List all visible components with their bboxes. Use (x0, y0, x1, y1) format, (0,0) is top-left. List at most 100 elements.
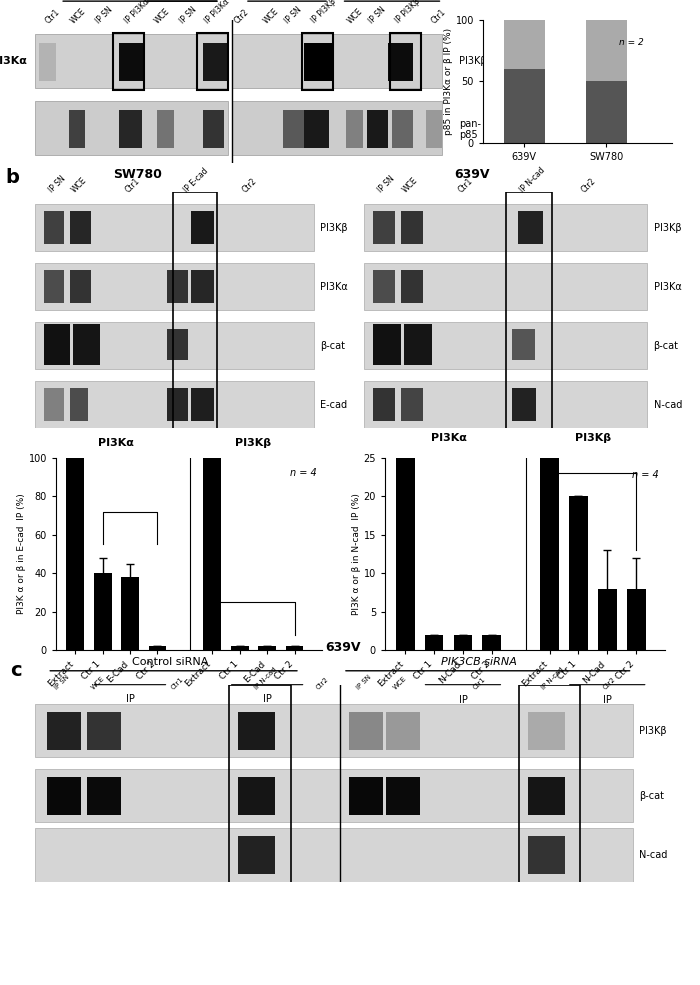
Text: IP E-cad: IP E-cad (182, 166, 210, 194)
Bar (121, 577, 139, 650)
Bar (286, 646, 304, 650)
Bar (48, 712, 81, 750)
Bar (88, 777, 121, 815)
Bar (70, 270, 91, 303)
Bar (598, 589, 617, 650)
Bar (44, 388, 64, 422)
Text: PIK3CB siRNA: PIK3CB siRNA (440, 657, 517, 667)
Text: PI3Kα: PI3Kα (99, 438, 134, 448)
Bar (304, 42, 333, 81)
Bar (44, 270, 64, 303)
Bar (203, 42, 228, 81)
Text: WCE: WCE (69, 7, 88, 26)
Bar (373, 324, 401, 364)
Bar (373, 211, 395, 244)
Bar (35, 322, 314, 369)
Bar (528, 836, 565, 874)
Bar (197, 33, 228, 90)
Bar (44, 211, 64, 244)
Text: IP SN: IP SN (283, 5, 303, 26)
Bar (528, 777, 565, 815)
Text: PI3Kβ: PI3Kβ (235, 438, 272, 448)
Bar (167, 388, 188, 422)
Text: 639V: 639V (326, 641, 360, 654)
Bar (364, 263, 648, 310)
Bar (39, 42, 56, 81)
Text: IP: IP (125, 694, 134, 704)
Text: WCE: WCE (401, 175, 420, 194)
Text: WCE: WCE (90, 675, 106, 690)
Text: n = 4: n = 4 (290, 468, 316, 478)
Text: IP PI3Kα: IP PI3Kα (203, 0, 231, 26)
Bar (364, 322, 648, 369)
Text: IP: IP (603, 694, 612, 704)
Text: Ctr2: Ctr2 (241, 176, 259, 194)
Text: PI3Kβ: PI3Kβ (654, 223, 681, 232)
Text: Ctr1: Ctr1 (430, 8, 448, 26)
Bar (148, 646, 167, 650)
Bar (113, 33, 144, 90)
Bar (35, 704, 633, 757)
Text: Ctr2: Ctr2 (580, 176, 598, 194)
Bar (232, 33, 442, 89)
Bar (283, 109, 304, 148)
Bar (173, 192, 217, 433)
Text: PI3Kα: PI3Kα (654, 282, 681, 292)
Text: E-cad: E-cad (320, 400, 347, 410)
Bar (482, 634, 501, 650)
Bar (302, 33, 333, 90)
Bar (238, 777, 275, 815)
Bar (48, 777, 81, 815)
Bar (367, 109, 388, 148)
Text: Ctr1: Ctr1 (171, 676, 186, 690)
Bar (74, 324, 99, 364)
Bar (157, 109, 174, 148)
Bar (35, 204, 314, 251)
Bar (404, 324, 432, 364)
Bar (454, 634, 473, 650)
Text: 639V: 639V (454, 167, 489, 181)
Bar (304, 109, 329, 148)
Text: n = 2: n = 2 (619, 38, 644, 47)
Bar (167, 329, 188, 360)
Bar (349, 777, 383, 815)
Text: Ctr2: Ctr2 (315, 676, 330, 690)
Bar (569, 496, 588, 650)
Bar (258, 646, 276, 650)
Bar (231, 646, 248, 650)
Text: WCE: WCE (70, 175, 89, 194)
Bar (364, 381, 648, 428)
Text: IP SN: IP SN (367, 5, 387, 26)
Bar (35, 263, 314, 310)
Bar (35, 33, 228, 89)
Text: Ctr1: Ctr1 (473, 676, 487, 690)
Bar (35, 828, 633, 882)
Bar (35, 101, 228, 156)
Bar (512, 388, 536, 422)
Bar (119, 42, 144, 81)
Bar (35, 381, 314, 428)
Bar (191, 270, 214, 303)
Text: PI3Kβ: PI3Kβ (320, 223, 348, 232)
Text: SW780: SW780 (113, 167, 162, 181)
Text: Control siRNA: Control siRNA (132, 657, 209, 667)
Text: IP N-cad: IP N-cad (540, 666, 565, 690)
Text: Ctr2: Ctr2 (232, 8, 251, 26)
Y-axis label: PI3K α or β in N-cad  IP (%): PI3K α or β in N-cad IP (%) (351, 493, 360, 615)
Bar (203, 109, 224, 148)
Bar (401, 388, 423, 422)
Bar (518, 211, 542, 244)
Bar (426, 109, 442, 148)
Text: PI3Kα: PI3Kα (430, 432, 466, 442)
Bar (94, 573, 111, 650)
Text: IP N-cad: IP N-cad (518, 165, 547, 194)
Text: IP SN: IP SN (356, 674, 372, 690)
Text: IP N-cad: IP N-cad (253, 666, 278, 690)
Bar (204, 458, 221, 650)
Bar (425, 634, 444, 650)
Text: WCE: WCE (153, 7, 172, 26)
Bar (346, 109, 363, 148)
Text: Ctr1: Ctr1 (123, 176, 141, 194)
Text: IP SN: IP SN (53, 674, 71, 690)
Bar (70, 388, 88, 422)
